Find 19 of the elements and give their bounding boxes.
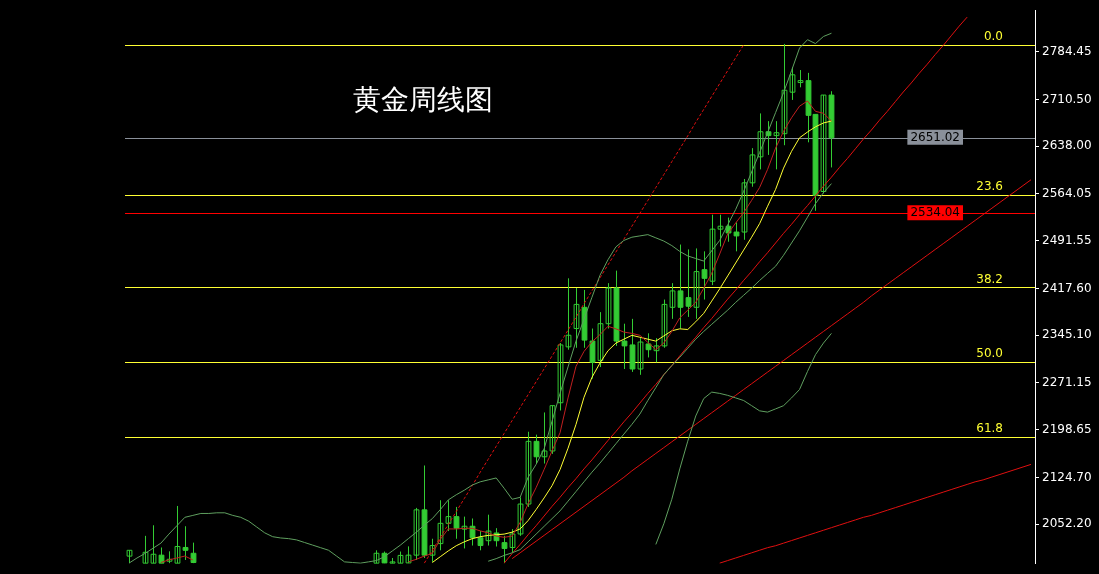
y-tick-label: 2198.65 xyxy=(1042,421,1092,436)
annotation: 61.8 xyxy=(976,421,1003,436)
ref-line-label: 2534.04 xyxy=(910,205,960,220)
y-tick-label: 2564.05 xyxy=(1042,186,1092,201)
y-tick-label: 2124.70 xyxy=(1042,469,1092,484)
annotation: 23.6 xyxy=(976,178,1003,193)
y-tick-label: 2345.10 xyxy=(1042,327,1092,342)
y-tick-label: 2491.55 xyxy=(1042,232,1092,247)
y-tick-label: 2052.20 xyxy=(1042,516,1092,531)
y-tick-label: 2271.15 xyxy=(1042,375,1092,390)
y-tick-label: 2784.45 xyxy=(1042,43,1092,58)
text: 黄金周线图 xyxy=(352,83,493,117)
y-tick-label: 2417.60 xyxy=(1042,280,1092,295)
annotation: 38.2 xyxy=(976,271,1003,286)
y-tick-label: 2710.50 xyxy=(1042,91,1092,106)
annotation: 50.0 xyxy=(976,346,1003,361)
y-tick-label: 2638.00 xyxy=(1042,138,1092,153)
ref-line-label: 2651.02 xyxy=(910,129,960,144)
annotation: 0.0 xyxy=(983,29,1003,44)
